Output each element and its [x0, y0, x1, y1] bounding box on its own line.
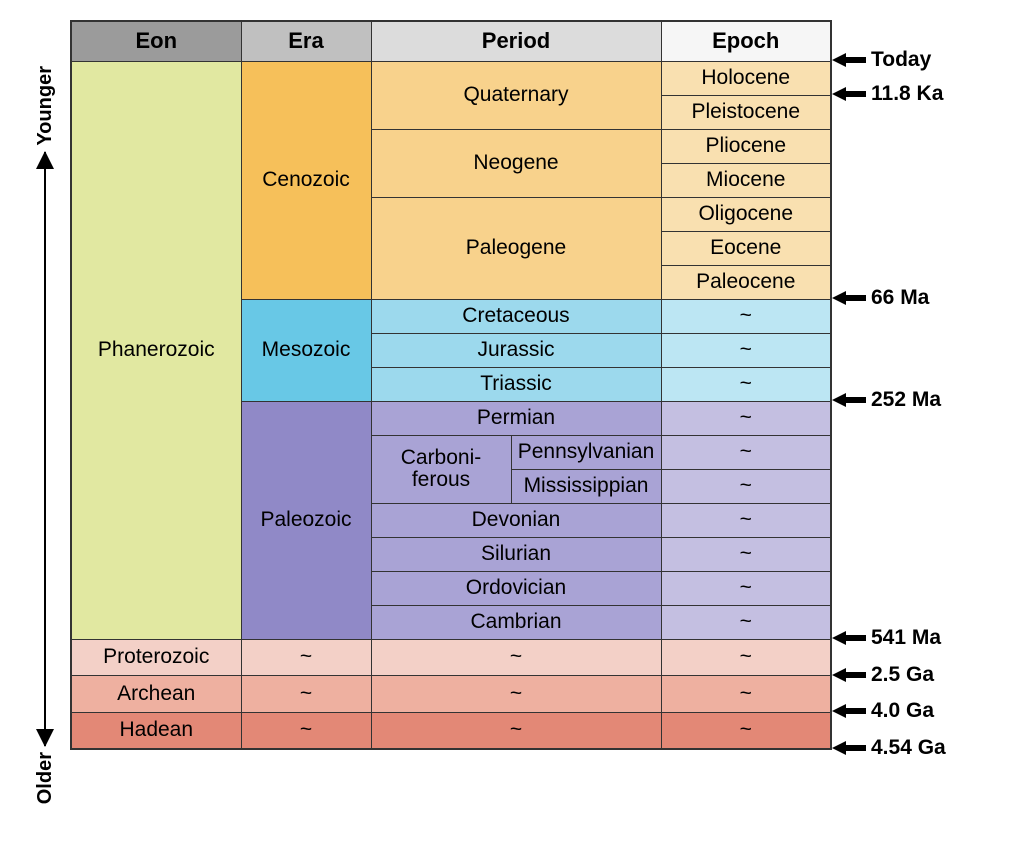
period-cretaceous: Cretaceous [371, 299, 661, 333]
epoch-pennsylvanian-tilde: ~ [661, 435, 831, 469]
era-hadean-tilde: ~ [241, 712, 371, 749]
eon-proterozoic: Proterozoic [71, 639, 241, 676]
epoch-oligocene: Oligocene [661, 197, 831, 231]
callout-541-ma: 541 Ma [832, 626, 941, 650]
callout-252-ma: 252 Ma [832, 388, 941, 412]
time-callouts: Today 11.8 Ka 66 Ma 252 Ma 541 Ma 2.5 Ga 4.0 G… [832, 20, 972, 750]
era-proterozoic-tilde: ~ [241, 639, 371, 676]
axis-arrow-line [44, 152, 47, 746]
arrow-left-icon [832, 291, 866, 305]
period-ordovician: Ordovician [371, 571, 661, 605]
header-epoch: Epoch [661, 21, 831, 61]
period-carboniferous: Carboni- ferous [371, 435, 511, 503]
epoch-triassic-tilde: ~ [661, 367, 831, 401]
period-archean-tilde: ~ [371, 676, 661, 713]
epoch-permian-tilde: ~ [661, 401, 831, 435]
period-neogene: Neogene [371, 129, 661, 197]
callout-label: 252 Ma [871, 388, 941, 412]
epoch-pleistocene: Pleistocene [661, 95, 831, 129]
arrow-left-icon [832, 668, 866, 682]
epoch-proterozoic-tilde: ~ [661, 639, 831, 676]
era-paleozoic: Paleozoic [241, 401, 371, 639]
epoch-miocene: Miocene [661, 163, 831, 197]
callout-4-0-ga: 4.0 Ga [832, 699, 934, 723]
arrow-left-icon [832, 631, 866, 645]
epoch-archean-tilde: ~ [661, 676, 831, 713]
callout-11-8-ka: 11.8 Ka [832, 82, 943, 106]
epoch-ordovician-tilde: ~ [661, 571, 831, 605]
epoch-pliocene: Pliocene [661, 129, 831, 163]
period-permian: Permian [371, 401, 661, 435]
epoch-holocene: Holocene [661, 61, 831, 95]
callout-label: 4.54 Ga [871, 736, 946, 760]
callout-label: 4.0 Ga [871, 699, 934, 723]
subperiod-pennsylvanian: Pennsylvanian [511, 435, 661, 469]
period-jurassic: Jurassic [371, 333, 661, 367]
subperiod-mississippian: Mississippian [511, 469, 661, 503]
era-cenozoic: Cenozoic [241, 61, 371, 299]
callout-label: 541 Ma [871, 626, 941, 650]
time-axis: Younger Older [20, 20, 70, 810]
epoch-eocene: Eocene [661, 231, 831, 265]
epoch-cambrian-tilde: ~ [661, 605, 831, 639]
eon-hadean: Hadean [71, 712, 241, 749]
eon-phanerozoic: Phanerozoic [71, 61, 241, 639]
epoch-jurassic-tilde: ~ [661, 333, 831, 367]
callout-66-ma: 66 Ma [832, 286, 929, 310]
callout-label: 2.5 Ga [871, 663, 934, 687]
epoch-mississippian-tilde: ~ [661, 469, 831, 503]
period-proterozoic-tilde: ~ [371, 639, 661, 676]
period-cambrian: Cambrian [371, 605, 661, 639]
callout-label: 11.8 Ka [871, 82, 943, 106]
period-silurian: Silurian [371, 537, 661, 571]
header-period: Period [371, 21, 661, 61]
period-paleogene: Paleogene [371, 197, 661, 299]
arrow-left-icon [832, 741, 866, 755]
epoch-cretaceous-tilde: ~ [661, 299, 831, 333]
callout-label: Today [871, 48, 931, 72]
period-triassic: Triassic [371, 367, 661, 401]
callout-4-54-ga: 4.54 Ga [832, 736, 946, 760]
axis-older-label: Older [34, 752, 57, 804]
period-hadean-tilde: ~ [371, 712, 661, 749]
epoch-devonian-tilde: ~ [661, 503, 831, 537]
header-era: Era [241, 21, 371, 61]
arrow-left-icon [832, 53, 866, 67]
epoch-silurian-tilde: ~ [661, 537, 831, 571]
arrow-left-icon [832, 87, 866, 101]
era-archean-tilde: ~ [241, 676, 371, 713]
epoch-hadean-tilde: ~ [661, 712, 831, 749]
geologic-time-table: Eon Era Period Epoch Phanerozoic Cenozoi… [70, 20, 832, 750]
era-mesozoic: Mesozoic [241, 299, 371, 401]
arrow-left-icon [832, 704, 866, 718]
period-devonian: Devonian [371, 503, 661, 537]
epoch-paleocene: Paleocene [661, 265, 831, 299]
period-quaternary: Quaternary [371, 61, 661, 129]
callout-label: 66 Ma [871, 286, 929, 310]
arrow-left-icon [832, 393, 866, 407]
callout-2-5-ga: 2.5 Ga [832, 663, 934, 687]
header-eon: Eon [71, 21, 241, 61]
carboniferous-line1: Carboni- [401, 446, 482, 469]
callout-today: Today [832, 48, 931, 72]
eon-archean: Archean [71, 676, 241, 713]
axis-younger-label: Younger [34, 66, 57, 146]
carboniferous-line2: ferous [412, 468, 470, 491]
header-row: Eon Era Period Epoch [71, 21, 831, 61]
